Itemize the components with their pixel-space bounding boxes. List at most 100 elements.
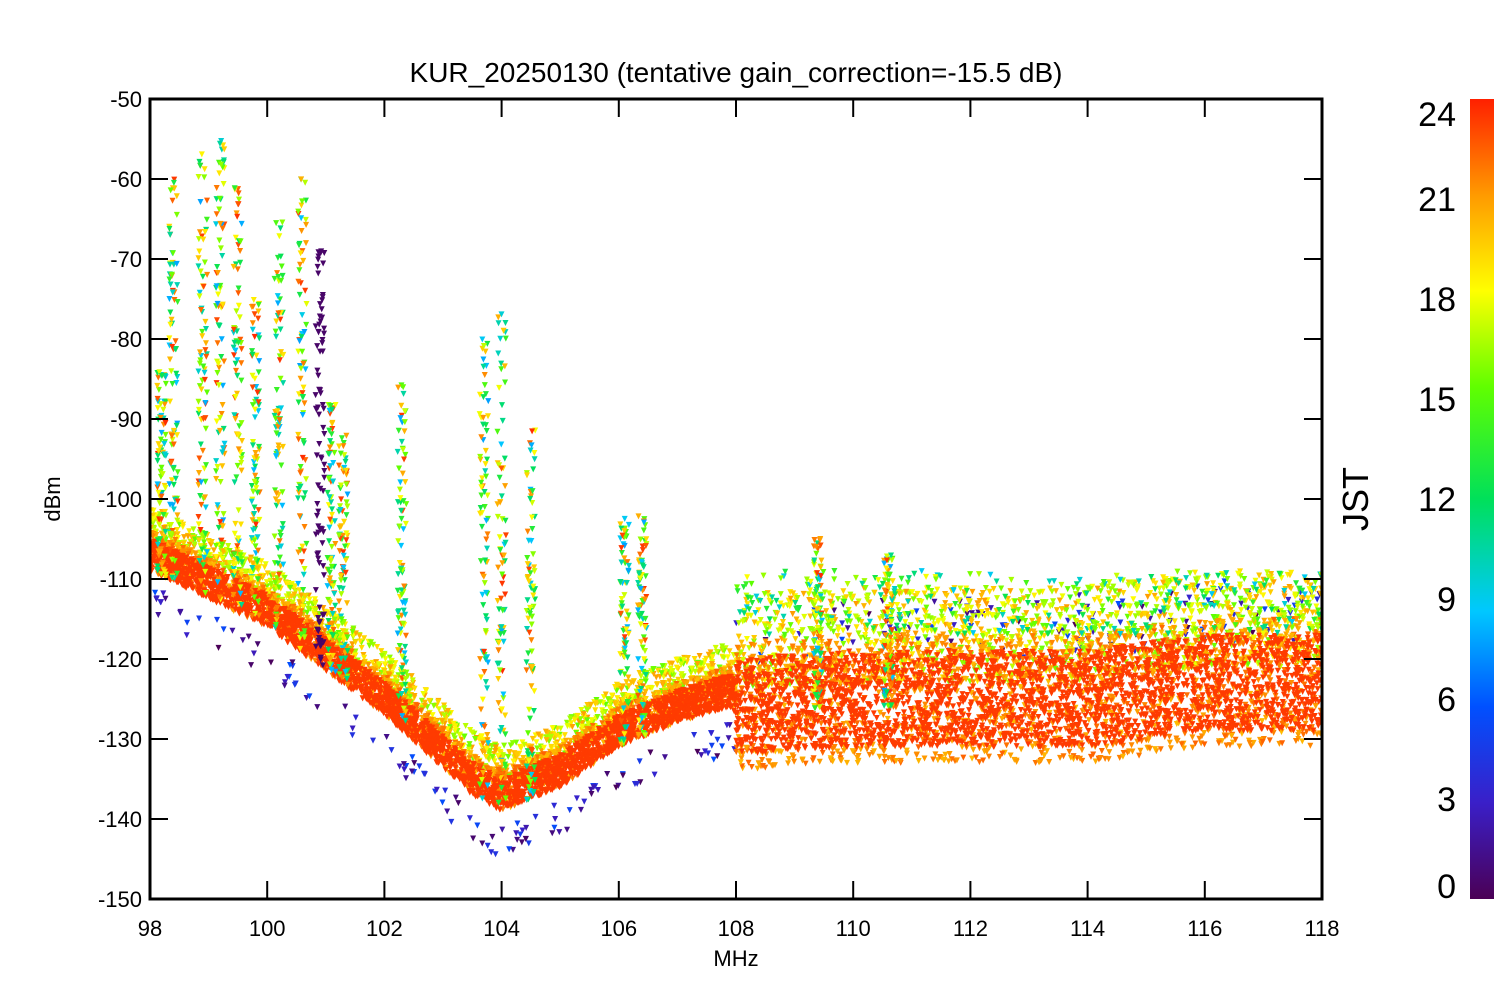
data-point xyxy=(551,824,558,831)
data-point xyxy=(1064,586,1071,593)
data-point xyxy=(1237,573,1244,580)
data-point xyxy=(291,681,298,688)
data-point xyxy=(774,638,781,645)
data-point xyxy=(484,842,491,849)
data-point xyxy=(514,836,521,843)
data-point xyxy=(564,826,571,833)
data-point xyxy=(930,756,937,763)
data-point xyxy=(986,588,993,595)
data-point xyxy=(1091,596,1098,603)
data-point xyxy=(938,648,945,655)
data-point xyxy=(369,659,376,666)
data-point xyxy=(220,626,227,633)
data-point xyxy=(978,626,985,633)
data-point xyxy=(777,591,784,598)
data-point xyxy=(1201,741,1208,748)
data-point xyxy=(849,639,856,646)
data-point xyxy=(785,760,792,767)
data-point xyxy=(1076,592,1083,599)
data-point xyxy=(805,591,812,598)
data-point xyxy=(861,634,868,641)
data-point xyxy=(802,760,809,767)
data-point xyxy=(162,595,169,602)
data-point xyxy=(719,743,726,750)
data-point xyxy=(1071,614,1078,621)
data-point xyxy=(908,645,915,652)
data-point xyxy=(1117,619,1124,626)
data-point xyxy=(1244,589,1251,596)
data-point xyxy=(914,636,921,643)
data-point xyxy=(864,746,871,753)
data-point xyxy=(595,786,602,793)
data-point xyxy=(871,589,878,596)
data-point xyxy=(947,607,954,614)
data-point xyxy=(876,631,883,638)
data-point xyxy=(552,815,559,822)
data-point xyxy=(452,794,459,801)
data-point xyxy=(829,593,836,600)
data-point xyxy=(710,756,717,763)
data-point xyxy=(1278,575,1285,582)
data-point xyxy=(909,635,916,642)
data-point xyxy=(1120,590,1127,597)
data-point xyxy=(647,749,654,756)
data-point xyxy=(261,564,268,571)
data-point xyxy=(661,754,668,761)
data-point xyxy=(433,786,440,793)
data-point xyxy=(184,619,191,626)
data-point xyxy=(1238,600,1245,607)
data-point xyxy=(987,605,994,612)
data-point xyxy=(386,654,393,661)
data-point xyxy=(566,807,573,814)
data-point xyxy=(421,771,428,778)
data-point xyxy=(968,610,975,617)
data-point xyxy=(1166,739,1173,746)
data-point xyxy=(1156,585,1163,592)
data-point xyxy=(839,636,846,643)
data-point xyxy=(777,600,784,607)
data-point xyxy=(506,846,513,853)
data-point xyxy=(835,627,842,634)
data-point xyxy=(538,747,545,754)
data-point xyxy=(1173,591,1180,598)
data-point xyxy=(1231,602,1238,609)
data-point xyxy=(523,824,530,831)
data-point xyxy=(819,749,826,756)
data-point xyxy=(489,833,496,840)
data-point xyxy=(1116,588,1123,595)
data-point xyxy=(314,704,321,711)
data-point xyxy=(853,624,860,631)
data-point xyxy=(1013,644,1020,651)
data-point xyxy=(613,784,620,791)
data-point xyxy=(366,642,373,649)
data-point xyxy=(853,600,860,607)
data-point xyxy=(860,603,867,610)
data-point xyxy=(636,758,643,765)
data-point xyxy=(840,627,847,634)
data-point xyxy=(862,610,869,617)
data-point xyxy=(250,650,257,657)
data-point xyxy=(1076,609,1083,616)
data-point xyxy=(470,835,477,842)
data-point xyxy=(435,706,442,713)
data-point xyxy=(183,632,190,639)
data-point xyxy=(1167,625,1174,632)
data-point xyxy=(1026,639,1033,646)
data-point xyxy=(691,731,698,738)
data-point xyxy=(455,800,462,807)
data-point xyxy=(1285,596,1292,603)
data-point xyxy=(844,759,851,766)
data-point xyxy=(155,612,162,619)
data-point xyxy=(1281,593,1288,600)
data-point xyxy=(634,780,641,787)
data-point xyxy=(514,820,521,827)
data-point xyxy=(499,826,506,833)
data-point xyxy=(488,849,495,856)
data-point xyxy=(474,822,481,829)
data-point xyxy=(968,618,975,625)
data-point xyxy=(411,760,418,767)
data-point xyxy=(637,779,644,786)
data-point xyxy=(705,750,712,757)
data-point xyxy=(953,614,960,621)
data-point xyxy=(723,722,730,729)
